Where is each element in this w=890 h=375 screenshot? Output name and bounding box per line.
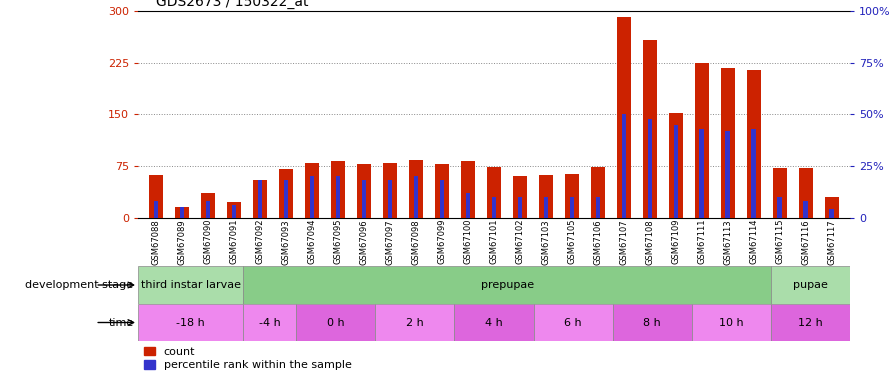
Text: third instar larvae: third instar larvae (141, 280, 240, 290)
Bar (771, 266, 850, 304)
Bar (305, 162, 320, 218)
Text: 8 h: 8 h (643, 318, 661, 327)
Bar (612, 304, 692, 341)
Bar (804, 201, 808, 217)
Bar (331, 161, 345, 218)
Bar (227, 202, 241, 217)
Bar (279, 170, 293, 217)
Bar (829, 209, 834, 218)
Bar (533, 304, 612, 341)
Bar (244, 304, 296, 341)
Text: development stage: development stage (26, 280, 134, 290)
Bar (643, 40, 657, 218)
Legend: count, percentile rank within the sample: count, percentile rank within the sample (143, 347, 352, 370)
Bar (154, 201, 158, 217)
Text: 0 h: 0 h (327, 318, 344, 327)
Bar (725, 131, 730, 218)
Bar (361, 180, 367, 218)
Bar (244, 266, 771, 304)
Bar (440, 180, 444, 218)
Bar (175, 207, 190, 218)
Bar (455, 304, 533, 341)
Bar (617, 17, 631, 217)
Bar (513, 176, 527, 218)
Bar (253, 180, 267, 218)
Bar (695, 63, 709, 217)
Bar (747, 70, 761, 217)
Bar (180, 207, 184, 218)
Bar (771, 304, 850, 341)
Bar (721, 68, 735, 218)
Bar (491, 197, 497, 217)
Text: time: time (109, 318, 134, 327)
Bar (674, 124, 678, 217)
Bar (544, 197, 548, 217)
Bar (383, 162, 397, 218)
Bar (518, 197, 522, 217)
Bar (773, 168, 787, 217)
Bar (435, 164, 449, 218)
Bar (258, 180, 263, 218)
Bar (825, 197, 839, 217)
Text: 12 h: 12 h (798, 318, 822, 327)
Bar (461, 161, 475, 218)
Text: 10 h: 10 h (719, 318, 744, 327)
Bar (565, 174, 579, 217)
Text: 2 h: 2 h (406, 318, 424, 327)
Bar (465, 193, 470, 217)
Bar (621, 114, 627, 218)
Bar (138, 266, 244, 304)
Bar (570, 197, 574, 217)
Bar (388, 180, 392, 218)
Bar (414, 176, 418, 218)
Bar (538, 175, 553, 217)
Bar (296, 304, 376, 341)
Text: 6 h: 6 h (564, 318, 582, 327)
Text: GDS2673 / 150322_at: GDS2673 / 150322_at (156, 0, 308, 9)
Bar (668, 113, 683, 218)
Bar (201, 194, 215, 217)
Text: -4 h: -4 h (259, 318, 280, 327)
Bar (648, 118, 652, 218)
Bar (357, 164, 371, 218)
Bar (206, 201, 210, 217)
Bar (336, 176, 340, 218)
Bar (751, 129, 756, 218)
Bar (595, 197, 600, 217)
Bar (798, 168, 813, 217)
Bar (591, 167, 605, 217)
Text: 4 h: 4 h (485, 318, 503, 327)
Bar (149, 175, 163, 217)
Bar (778, 197, 782, 217)
Bar (231, 205, 237, 218)
Text: pupae: pupae (793, 280, 828, 290)
Bar (692, 304, 771, 341)
Bar (310, 176, 314, 218)
Bar (409, 160, 423, 218)
Bar (487, 167, 501, 217)
Text: prepupae: prepupae (481, 280, 534, 290)
Text: -18 h: -18 h (176, 318, 205, 327)
Bar (376, 304, 455, 341)
Bar (138, 304, 244, 341)
Bar (700, 129, 704, 218)
Bar (284, 180, 288, 218)
